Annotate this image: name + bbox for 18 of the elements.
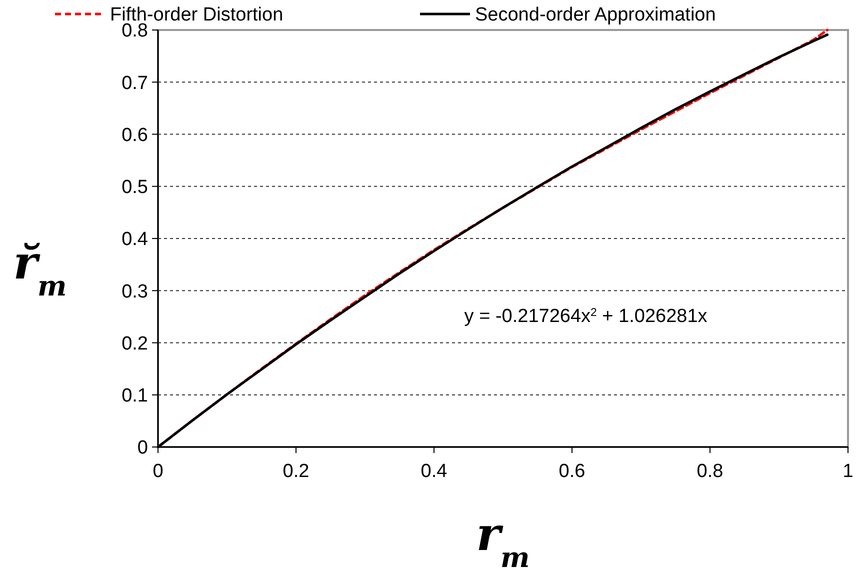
x-tick-label: 1 (842, 461, 854, 482)
x-tick-label: 0.8 (696, 461, 724, 482)
x-tick-label: 0.2 (282, 461, 310, 482)
x-tick-label: 0 (152, 461, 164, 482)
y-tick-label: 0.6 (122, 124, 148, 146)
y-tick-label: 0.2 (122, 333, 148, 354)
y-axis-title: r̆$_{m}$ (13, 236, 67, 302)
y-tick-label: 0 (137, 438, 148, 459)
y-tick-label: 0.7 (122, 72, 148, 94)
y-tick-label: 0.5 (122, 177, 148, 198)
legend-label: Second-order Approximation (475, 4, 716, 26)
y-tick-label: 0.3 (122, 281, 148, 302)
x-tick-label: 0.6 (558, 461, 586, 482)
x-axis-title: r$_{m}$ (476, 507, 530, 574)
y-tick-label: 0.4 (122, 229, 148, 250)
annotation: y = -0.217264x$^{2}$ + 1.026281x (464, 306, 708, 328)
y-tick-label: 0.1 (122, 386, 148, 407)
x-tick-label: 0.4 (420, 461, 448, 482)
